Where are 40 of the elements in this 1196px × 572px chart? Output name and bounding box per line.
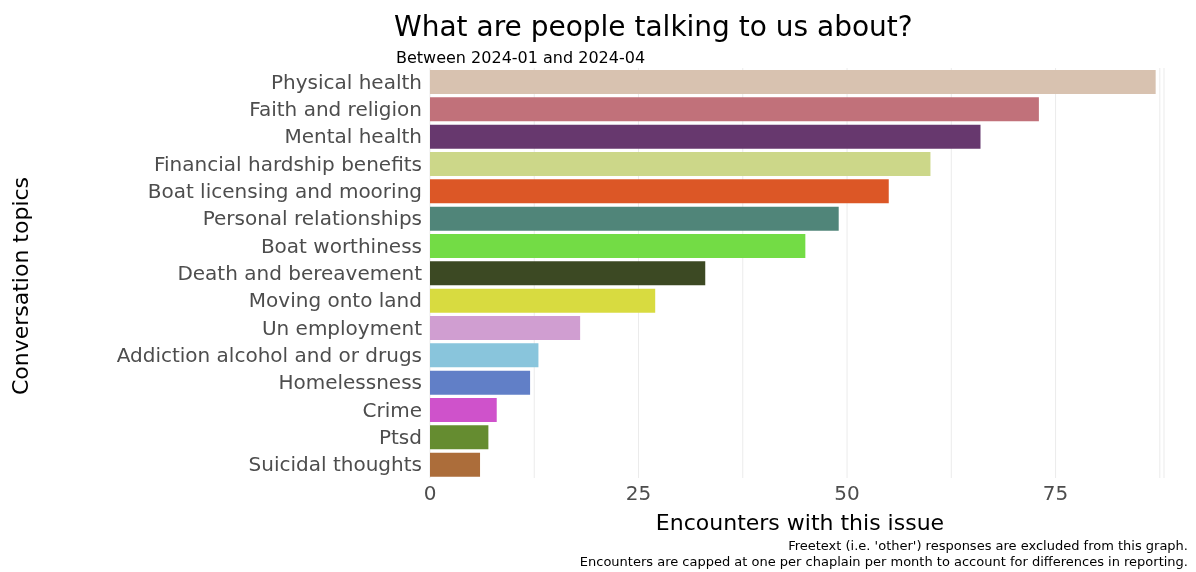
- bar: [430, 370, 531, 395]
- bar: [430, 398, 497, 422]
- x-tick-label: 0: [423, 481, 437, 506]
- bar: [430, 97, 1039, 122]
- bar: [430, 288, 656, 313]
- x-tick-label: 75: [1042, 481, 1069, 506]
- y-tick-label: Addiction alcohol and or drugs: [116, 343, 422, 368]
- y-tick-label: Mental health: [284, 124, 422, 149]
- text: Encounters are capped at one per chaplain per month to account for differences in reporting.: [579, 554, 1188, 570]
- y-tick-label: Moving onto land: [248, 288, 422, 313]
- bar: [430, 261, 706, 286]
- y-tick-label: Boat worthiness: [260, 233, 422, 258]
- y-tick-label: Financial hardship benefits: [154, 151, 422, 176]
- y-tick-label: Boat licensing and mooring: [147, 179, 422, 204]
- y-tick-label: Crime: [362, 397, 422, 422]
- x-tick-label: 25: [625, 481, 652, 506]
- bar: [430, 425, 489, 450]
- y-tick-label: Ptsd: [378, 425, 422, 450]
- y-tick-label: Physical health: [270, 69, 422, 94]
- bar: [430, 206, 839, 231]
- x-axis-title: Encounters with this issue: [655, 510, 945, 535]
- bar: [430, 124, 981, 149]
- chart-title: What are people talking to us about?: [394, 10, 913, 43]
- chart-subtitle: Between 2024-01 and 2024-04: [396, 48, 646, 67]
- text: Freetext (i.e. 'other') responses are excluded from this graph.: [787, 538, 1188, 554]
- y-tick-label: Personal relationships: [202, 206, 422, 231]
- bar: [430, 452, 481, 477]
- y-tick-label: Un employment: [261, 315, 423, 340]
- bar: [430, 179, 889, 204]
- y-tick-label: Suicidal thoughts: [248, 452, 422, 477]
- y-axis-title: Conversation topics: [7, 176, 33, 396]
- bar: [430, 152, 931, 176]
- bar: [430, 70, 1156, 94]
- bar: [430, 343, 539, 368]
- y-tick-label: Death and bereavement: [177, 261, 423, 286]
- x-tick-label: 50: [834, 481, 860, 506]
- bar: [430, 234, 806, 258]
- bar: [430, 316, 581, 340]
- y-tick-label: Homelessness: [278, 370, 422, 395]
- y-tick-label: Faith and religion: [249, 97, 422, 122]
